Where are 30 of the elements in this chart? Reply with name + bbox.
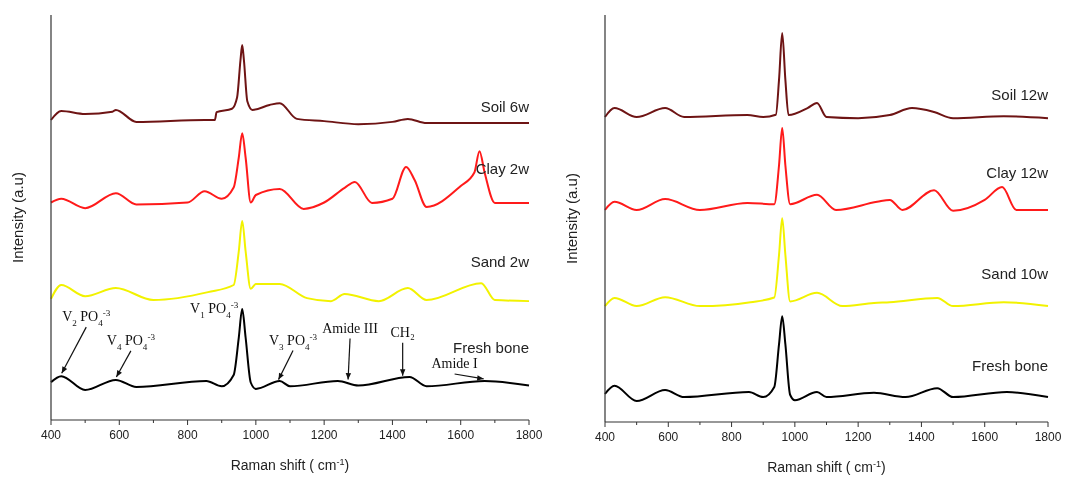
annotation: Amide III <box>322 320 379 336</box>
annotation: CH₂ <box>390 324 415 340</box>
x-tick-label: 800 <box>721 430 742 444</box>
x-tick-label: 1400 <box>908 430 936 444</box>
x-tick-label: 1200 <box>844 430 872 444</box>
x-tick-label: 1000 <box>781 430 809 444</box>
x-tick-label: 1000 <box>242 428 270 442</box>
x-tick-label: 600 <box>109 428 130 442</box>
x-axis-title: Raman shift ( cm$^{-1}$) <box>230 457 350 473</box>
y-axis-title: Intensity (a.u) <box>563 173 580 264</box>
x-tick-label: 1800 <box>1034 430 1062 444</box>
x-tick-label: 1800 <box>515 428 543 442</box>
x-tick-label: 1200 <box>310 428 338 442</box>
series-label: Fresh bone <box>453 338 529 356</box>
x-tick-label: 600 <box>658 430 679 444</box>
annotation: Amide I <box>431 356 479 371</box>
x-axis-title: Raman shift ( cm$^{-1}$) <box>767 459 886 475</box>
x-tick-label: 1600 <box>447 428 475 442</box>
y-axis-title: Intensity (a.u) <box>9 172 26 263</box>
x-tick-label: 1600 <box>971 430 999 444</box>
x-tick-label: 400 <box>594 430 616 444</box>
series-label: Clay 12w <box>986 163 1049 181</box>
series-label: Soil 12w <box>991 86 1049 104</box>
series-label: Soil 6w <box>480 98 530 115</box>
series-label: Sand 10w <box>981 265 1049 283</box>
series-label: Fresh bone <box>972 357 1048 375</box>
x-tick-label: 1400 <box>379 428 407 442</box>
x-tick-label: 800 <box>177 428 198 442</box>
series-label: Sand 2w <box>470 253 530 271</box>
x-tick-label: 400 <box>40 428 62 442</box>
